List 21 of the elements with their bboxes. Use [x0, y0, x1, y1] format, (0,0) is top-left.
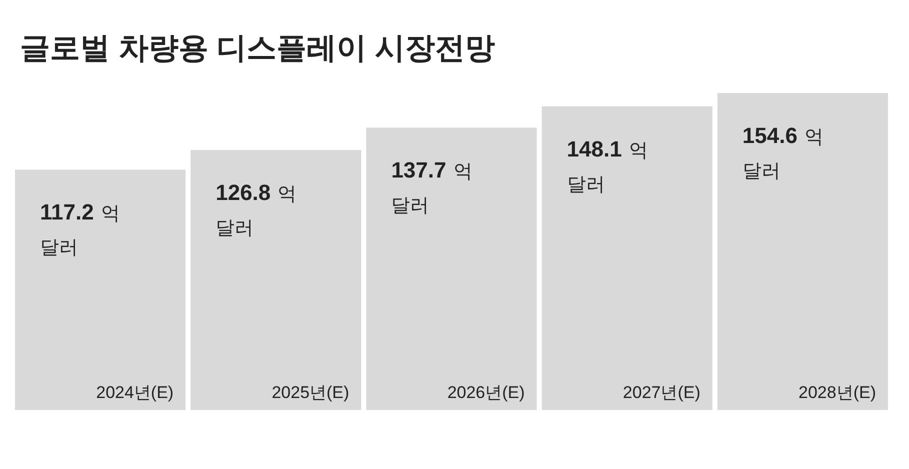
x-tick-label: 2026년(E) — [447, 383, 525, 402]
x-tick-label: 2027년(E) — [622, 383, 700, 402]
x-tick-label: 2025년(E) — [272, 383, 350, 402]
x-tick-label: 2024년(E) — [96, 383, 174, 402]
annotation: 억 — [628, 140, 648, 162]
data-label: 148.1 — [566, 136, 622, 162]
annotation: 달러 — [391, 196, 430, 217]
x-tick-label: 2028년(E) — [798, 383, 876, 402]
annotation: 억 — [804, 127, 824, 148]
data-label: 117.2 — [40, 200, 94, 225]
data-label: 126.8 — [216, 180, 271, 206]
annotation: 달러 — [742, 161, 780, 182]
data-label: 154.6 — [742, 123, 798, 148]
annotation: 억 — [100, 204, 120, 225]
annotation: 억 — [278, 184, 297, 206]
annotation: 달러 — [566, 174, 605, 196]
chart-title: 글로벌 차량용 디스플레이 시장전망 — [20, 32, 496, 65]
annotation: 억 — [453, 162, 472, 183]
data-label: 137.7 — [391, 158, 446, 183]
annotation: 달러 — [216, 218, 254, 240]
annotation: 달러 — [40, 238, 78, 259]
